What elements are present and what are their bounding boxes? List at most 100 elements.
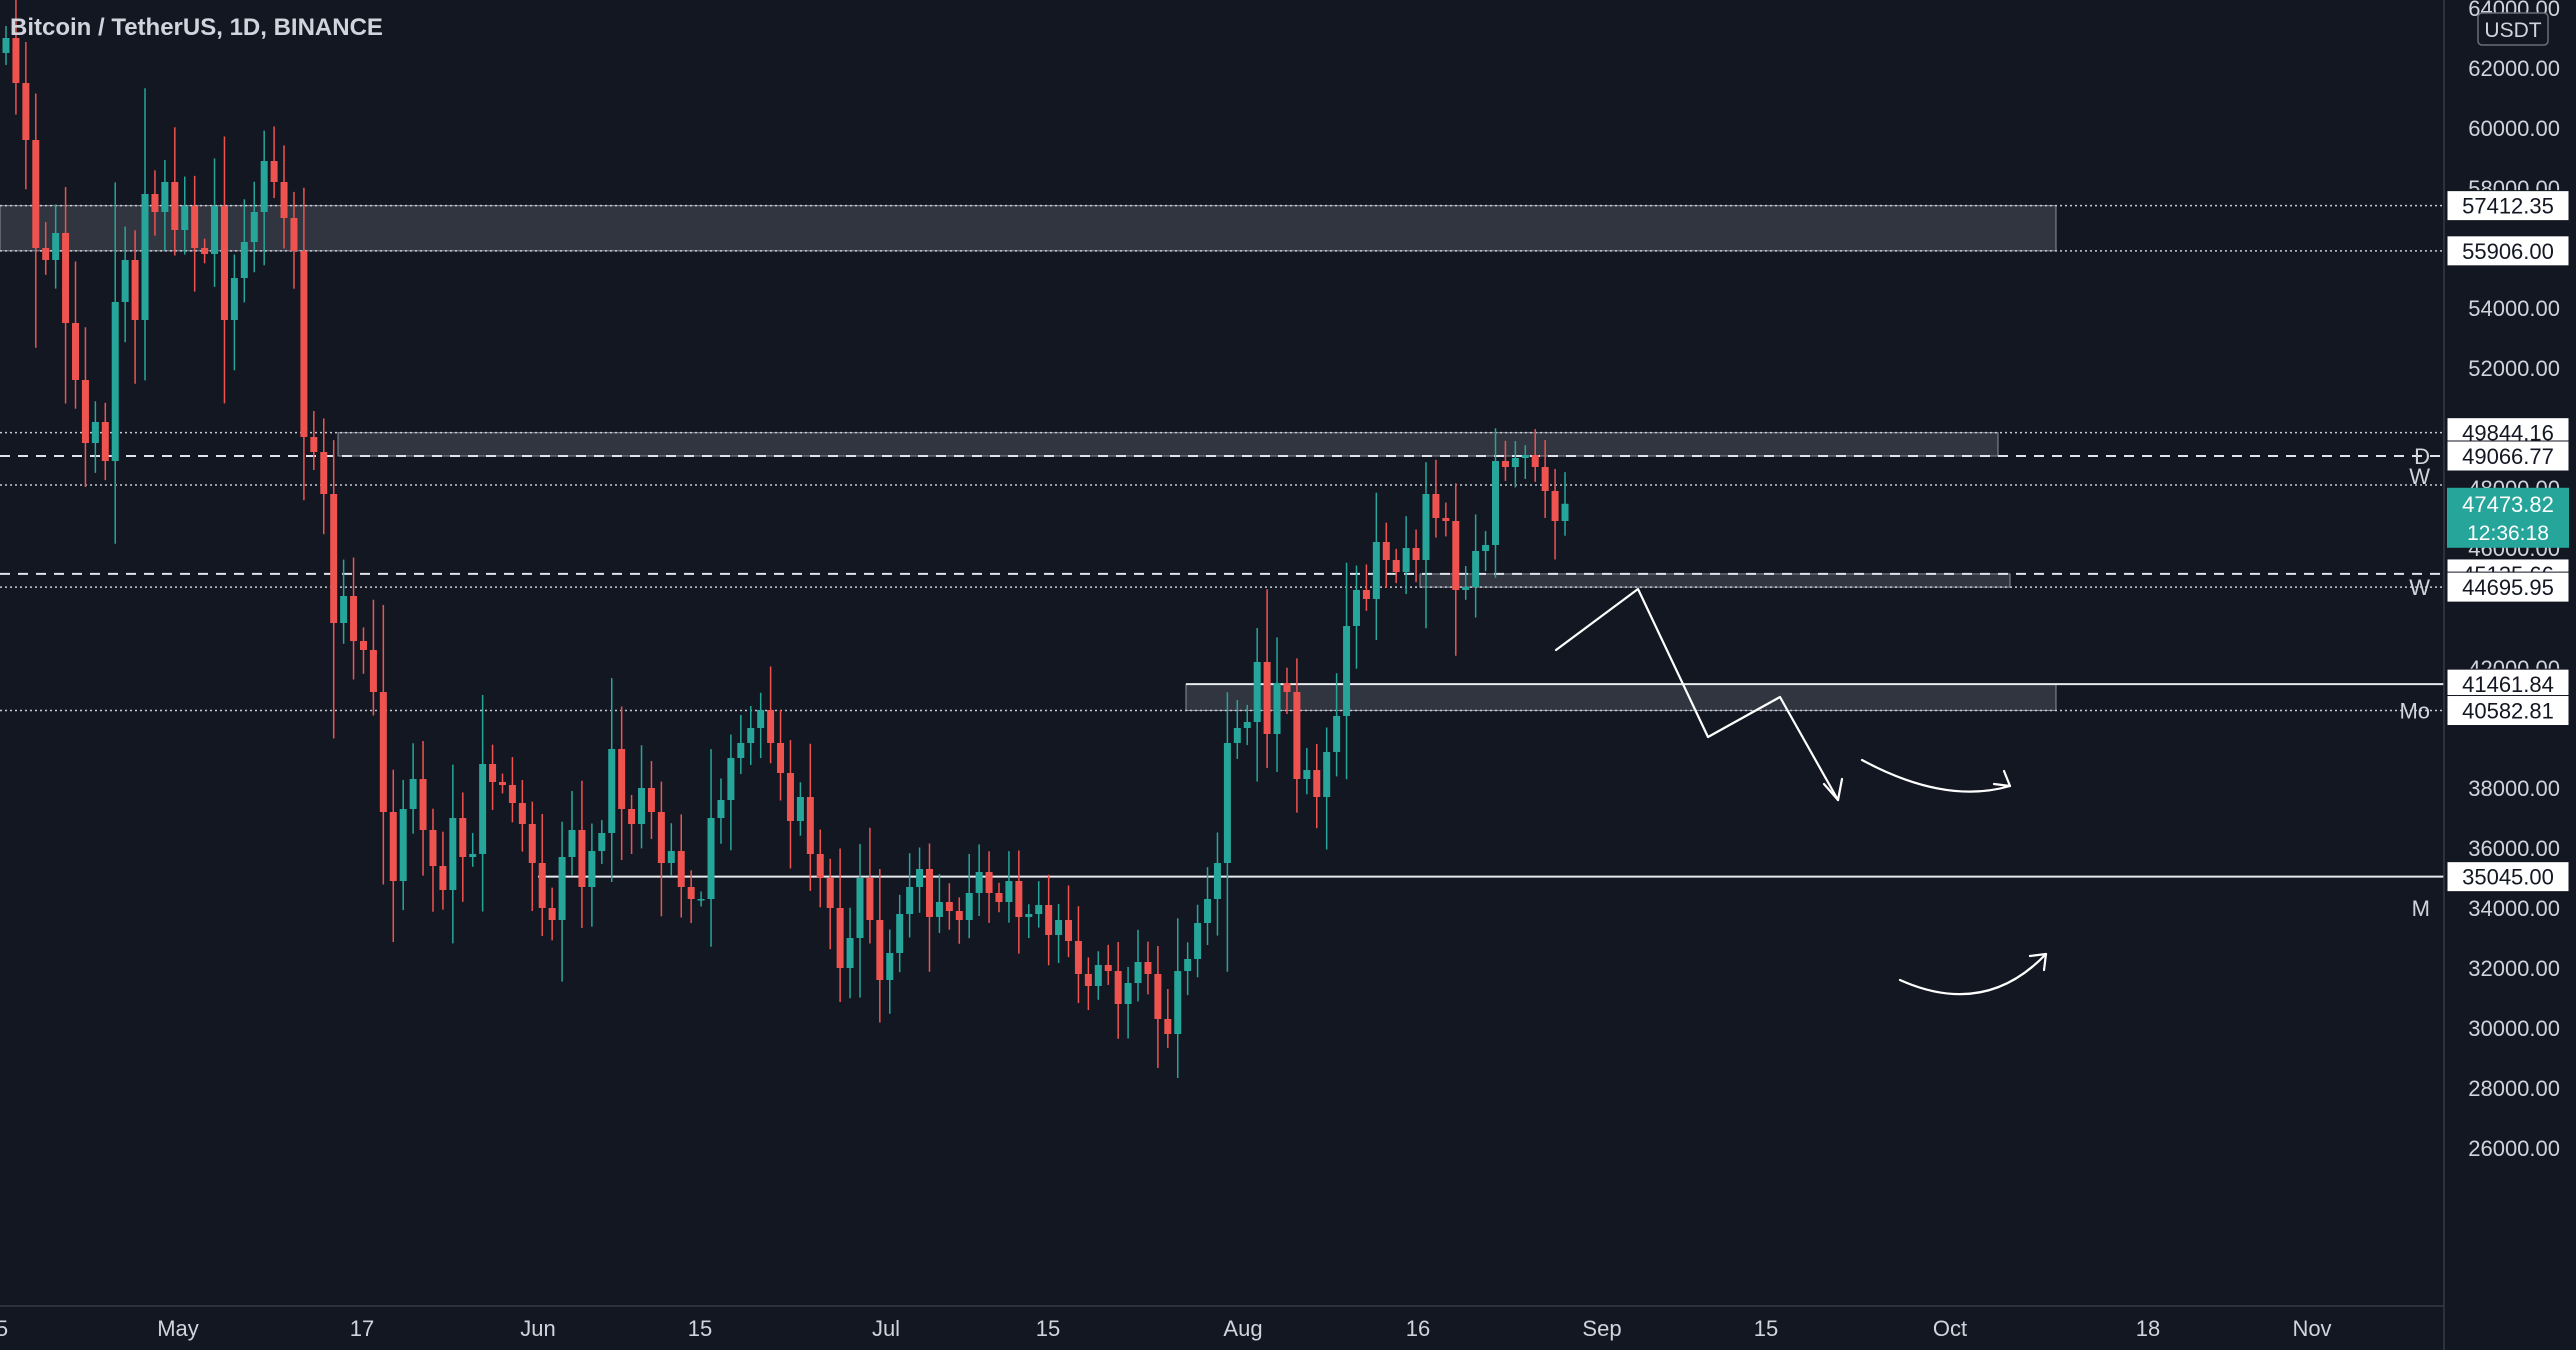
candle-body[interactable] — [1462, 587, 1470, 590]
candle-body[interactable] — [995, 893, 1003, 902]
candle-body[interactable] — [1551, 491, 1559, 521]
candle-body[interactable] — [211, 206, 219, 254]
candle-body[interactable] — [220, 206, 228, 320]
candle-body[interactable] — [935, 902, 943, 917]
candle-body[interactable] — [727, 758, 735, 800]
candle-body[interactable] — [1243, 722, 1251, 728]
candle-body[interactable] — [1541, 467, 1549, 491]
candle-body[interactable] — [757, 710, 765, 728]
level-tag[interactable]: M — [2412, 896, 2430, 921]
candle-body[interactable] — [1213, 863, 1221, 899]
candle-body[interactable] — [91, 422, 99, 443]
candle-body[interactable] — [1094, 965, 1102, 986]
candle-body[interactable] — [906, 887, 914, 914]
candle-body[interactable] — [330, 494, 338, 623]
candle-body[interactable] — [796, 797, 804, 821]
candle-body[interactable] — [767, 710, 775, 743]
candle-body[interactable] — [677, 851, 685, 887]
candle-body[interactable] — [1074, 941, 1082, 974]
price-level-tag[interactable] — [2446, 695, 2570, 727]
candle-body[interactable] — [1124, 983, 1132, 1004]
candle-body[interactable] — [1452, 521, 1460, 590]
candle-body[interactable] — [459, 818, 467, 857]
candle-body[interactable] — [469, 854, 477, 857]
candle-body[interactable] — [32, 140, 40, 248]
candle-body[interactable] — [538, 863, 546, 908]
candle-body[interactable] — [806, 797, 814, 854]
candle-body[interactable] — [647, 788, 655, 812]
candle-body[interactable] — [81, 380, 89, 443]
candle-body[interactable] — [965, 893, 973, 920]
candle-body[interactable] — [518, 803, 526, 824]
candle-body[interactable] — [260, 161, 268, 212]
candle-body[interactable] — [240, 242, 248, 278]
candle-body[interactable] — [1253, 662, 1261, 722]
candle-body[interactable] — [1114, 971, 1122, 1004]
candle-body[interactable] — [310, 437, 318, 452]
candle-body[interactable] — [1035, 905, 1043, 914]
candle-body[interactable] — [697, 899, 705, 901]
candle-body[interactable] — [846, 938, 854, 968]
level-tag[interactable]: D — [2414, 444, 2430, 469]
projection-arrowhead[interactable] — [2028, 952, 2048, 972]
price-level-tag[interactable] — [2446, 440, 2570, 472]
candle-body[interactable] — [717, 800, 725, 818]
candle-body[interactable] — [1263, 662, 1271, 734]
candle-body[interactable] — [558, 857, 566, 920]
candle-body[interactable] — [1402, 548, 1410, 572]
candle-body[interactable] — [598, 833, 606, 851]
candle-body[interactable] — [1174, 971, 1182, 1034]
candle-body[interactable] — [1015, 881, 1023, 917]
candle-body[interactable] — [1442, 518, 1450, 521]
projection-arrowhead[interactable] — [1822, 777, 1844, 802]
candle-body[interactable] — [2, 38, 10, 53]
candle-body[interactable] — [1144, 962, 1152, 974]
candle-body[interactable] — [707, 818, 715, 899]
candle-body[interactable] — [300, 251, 308, 437]
candle-body[interactable] — [886, 953, 894, 980]
zone-box[interactable] — [1419, 573, 2011, 588]
candle-body[interactable] — [359, 641, 367, 650]
candle-body[interactable] — [1392, 560, 1400, 572]
candle-body[interactable] — [280, 182, 288, 218]
candle-body[interactable] — [1223, 743, 1231, 863]
candle-body[interactable] — [568, 830, 576, 857]
candle-body[interactable] — [1204, 899, 1212, 923]
candle-body[interactable] — [1313, 770, 1321, 797]
candle-body[interactable] — [181, 206, 189, 230]
candle-body[interactable] — [191, 206, 199, 248]
candle-body[interactable] — [350, 596, 358, 641]
candle-body[interactable] — [52, 233, 60, 260]
candle-body[interactable] — [548, 908, 556, 920]
candle-body[interactable] — [22, 83, 30, 140]
candle-body[interactable] — [1065, 920, 1073, 941]
candle-body[interactable] — [141, 194, 149, 320]
candle-body[interactable] — [1422, 494, 1430, 560]
price-level-tag[interactable] — [2446, 190, 2570, 222]
zone-box[interactable] — [0, 205, 2057, 252]
candle-body[interactable] — [1194, 923, 1202, 959]
candle-body[interactable] — [1293, 692, 1301, 779]
candle-body[interactable] — [419, 779, 427, 830]
price-level-tag[interactable] — [2446, 235, 2570, 267]
price-level-tag[interactable] — [2446, 861, 2570, 893]
candle-body[interactable] — [1412, 548, 1420, 560]
candle-body[interactable] — [667, 851, 675, 863]
candle-body[interactable] — [270, 161, 278, 182]
candle-body[interactable] — [687, 887, 695, 899]
candle-body[interactable] — [1233, 728, 1241, 743]
candle-body[interactable] — [628, 809, 636, 824]
candle-body[interactable] — [290, 218, 298, 251]
candle-body[interactable] — [1501, 461, 1509, 467]
level-tag[interactable]: Mo — [2399, 699, 2430, 724]
candle-body[interactable] — [955, 911, 963, 920]
candle-body[interactable] — [201, 248, 209, 254]
candle-body[interactable] — [72, 323, 80, 380]
candle-body[interactable] — [1164, 1019, 1172, 1034]
candle-body[interactable] — [151, 194, 159, 212]
candle-body[interactable] — [439, 866, 447, 890]
candle-body[interactable] — [62, 233, 70, 323]
candle-body[interactable] — [1084, 974, 1092, 986]
candle-body[interactable] — [608, 749, 616, 833]
